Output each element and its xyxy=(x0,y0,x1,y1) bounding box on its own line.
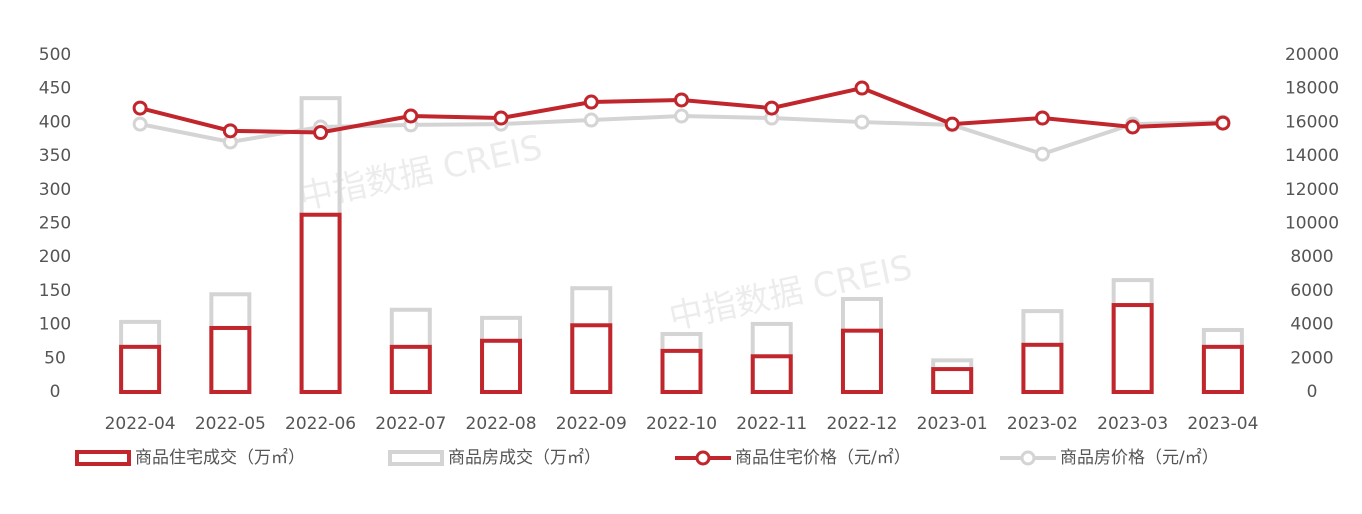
bar xyxy=(480,338,523,394)
bar xyxy=(1111,278,1154,394)
legend-icon xyxy=(388,450,444,466)
bar xyxy=(209,292,252,394)
y2-tick-label: 4000 xyxy=(1290,315,1333,335)
y-tick-label: 100 xyxy=(39,315,71,335)
x-tick-label: 2023-04 xyxy=(1187,414,1258,434)
point xyxy=(132,100,148,116)
bar xyxy=(1021,309,1064,394)
point xyxy=(132,116,148,132)
legend-icon xyxy=(75,450,131,466)
bar xyxy=(1201,344,1244,395)
bar xyxy=(931,358,974,394)
y2-tick-label: 12000 xyxy=(1285,180,1339,200)
y-tick-label: 500 xyxy=(39,45,71,65)
y2-tick-label: 8000 xyxy=(1290,247,1333,267)
x-tick-label: 2022-09 xyxy=(556,414,627,434)
point xyxy=(1034,110,1050,126)
y-tick-label: 400 xyxy=(39,112,71,132)
point xyxy=(854,114,870,130)
point xyxy=(944,116,960,132)
bar xyxy=(570,323,613,394)
point xyxy=(403,108,419,124)
legend-label: 商品住宅成交（万㎡） xyxy=(135,448,305,468)
bar xyxy=(840,328,883,394)
bar xyxy=(299,96,342,395)
point xyxy=(674,108,689,124)
point xyxy=(493,110,509,126)
legend-icon xyxy=(1020,450,1036,466)
bar xyxy=(750,354,793,395)
legend-icon xyxy=(695,450,711,466)
bar xyxy=(480,315,523,394)
x-tick-label: 2022-08 xyxy=(466,414,537,434)
bar xyxy=(389,307,432,394)
y2-tick-label: 0 xyxy=(1307,382,1318,402)
bar xyxy=(660,348,703,394)
legend-label: 商品房成交（万㎡） xyxy=(448,448,601,468)
y2-tick-label: 10000 xyxy=(1285,214,1339,234)
bar xyxy=(299,212,342,394)
x-tick-label: 2023-02 xyxy=(1007,414,1078,434)
y2-tick-label: 20000 xyxy=(1285,45,1339,65)
y-tick-label: 250 xyxy=(39,214,71,234)
point xyxy=(764,100,780,116)
watermark: 中指数据 CREIS xyxy=(296,128,546,219)
bar xyxy=(570,286,613,395)
y2-tick-label: 6000 xyxy=(1290,281,1333,301)
x-tick-label: 2022-06 xyxy=(285,414,356,434)
point xyxy=(583,112,599,128)
y-tick-label: 150 xyxy=(39,281,71,301)
x-tick-label: 2022-11 xyxy=(736,414,807,434)
bar xyxy=(660,332,703,395)
bar xyxy=(931,367,974,395)
bar xyxy=(1201,327,1244,395)
y-tick-label: 0 xyxy=(50,382,61,402)
bar xyxy=(840,296,883,395)
point xyxy=(1215,115,1231,131)
x-tick-label: 2022-10 xyxy=(646,414,717,434)
bar xyxy=(119,344,162,395)
bar xyxy=(1021,342,1064,395)
point xyxy=(313,125,329,141)
point xyxy=(222,123,238,139)
x-tick-label: 2022-05 xyxy=(195,414,266,434)
legend-label: 商品住宅价格（元/㎡） xyxy=(735,448,911,468)
bar xyxy=(1111,303,1154,394)
point xyxy=(1125,119,1141,135)
legend-label: 商品房价格（元/㎡） xyxy=(1060,448,1219,468)
x-tick-label: 2022-07 xyxy=(375,414,446,434)
point xyxy=(674,92,689,108)
y-tick-label: 50 xyxy=(44,348,66,368)
point xyxy=(1034,146,1050,162)
x-tick-label: 2023-01 xyxy=(917,414,988,434)
y2-tick-label: 18000 xyxy=(1285,79,1339,99)
point xyxy=(854,80,870,96)
x-tick-label: 2022-04 xyxy=(105,414,176,434)
y2-tick-label: 16000 xyxy=(1285,112,1339,132)
y-tick-label: 300 xyxy=(39,180,71,200)
x-tick-label: 2022-12 xyxy=(826,414,897,434)
y-tick-label: 200 xyxy=(39,247,71,267)
point xyxy=(583,94,599,110)
x-tick-label: 2023-03 xyxy=(1097,414,1168,434)
y-tick-label: 350 xyxy=(39,146,71,166)
bar xyxy=(119,319,162,394)
bar xyxy=(209,325,252,394)
y2-tick-label: 2000 xyxy=(1290,348,1333,368)
bar xyxy=(389,344,432,395)
y-tick-label: 450 xyxy=(39,79,71,99)
y2-tick-label: 14000 xyxy=(1285,146,1339,166)
